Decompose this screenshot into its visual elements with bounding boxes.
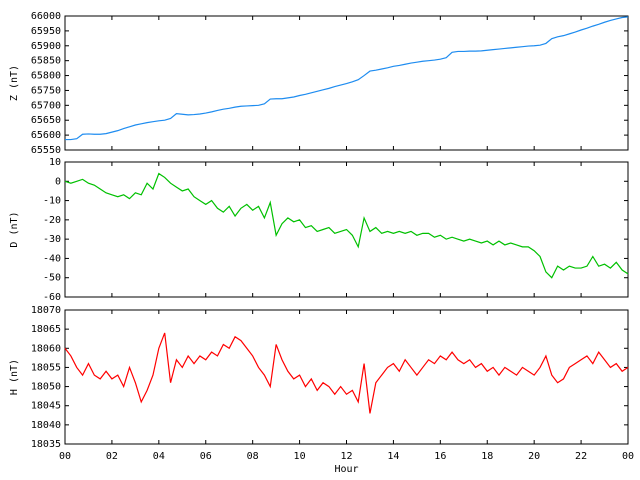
x-tick-label: 06	[200, 451, 212, 462]
x-tick-label: 14	[387, 451, 399, 462]
y-tick-label: 18055	[31, 362, 61, 373]
data-line	[65, 16, 629, 141]
data-line	[64, 172, 629, 279]
x-tick-label: 04	[153, 451, 165, 462]
x-axis-label: Hour	[334, 464, 358, 475]
x-tick-label: 02	[106, 451, 118, 462]
x-tick-label: 10	[294, 451, 306, 462]
data-line	[64, 332, 629, 414]
y-tick-label: 18045	[31, 401, 61, 412]
x-tick-label: 12	[340, 451, 352, 462]
y-tick-label: 18050	[31, 382, 61, 393]
y-tick-label: 0	[55, 176, 61, 187]
x-tick-label: 00	[622, 451, 634, 462]
y-tick-label: 65750	[31, 85, 61, 96]
y-tick-label: -50	[43, 273, 61, 284]
y-axis-label: D (nT)	[9, 211, 20, 247]
y-tick-label: 65600	[31, 130, 61, 141]
y-axis-label: Z (nT)	[9, 65, 20, 101]
x-tick-label: 00	[59, 451, 71, 462]
y-tick-label: 18035	[31, 439, 61, 450]
y-axis-label: H (nT)	[9, 359, 20, 395]
plot-frame	[64, 309, 629, 445]
x-tick-label: 18	[481, 451, 493, 462]
y-tick-label: 18060	[31, 343, 61, 354]
y-tick-label: 65950	[31, 26, 61, 37]
y-tick-label: 18065	[31, 324, 61, 335]
y-tick-label: 65650	[31, 115, 61, 126]
y-tick-label: -30	[43, 234, 61, 245]
y-tick-label: 65700	[31, 100, 61, 111]
y-tick-label: -10	[43, 196, 61, 207]
y-tick-label: -60	[43, 292, 61, 303]
y-tick-label: 18070	[31, 305, 61, 316]
x-tick-label: 20	[528, 451, 540, 462]
x-tick-label: 16	[434, 451, 446, 462]
y-tick-label: -40	[43, 253, 61, 264]
x-tick-label: 22	[575, 451, 587, 462]
y-tick-label: 65550	[31, 145, 61, 156]
y-tick-label: 18040	[31, 420, 61, 431]
y-tick-label: -20	[43, 215, 61, 226]
y-tick-label: 65800	[31, 71, 61, 82]
y-tick-label: 66000	[31, 11, 61, 22]
y-tick-label: 10	[49, 157, 61, 168]
y-tick-label: 65850	[31, 56, 61, 67]
x-tick-label: 08	[247, 451, 259, 462]
y-tick-label: 65900	[31, 41, 61, 52]
